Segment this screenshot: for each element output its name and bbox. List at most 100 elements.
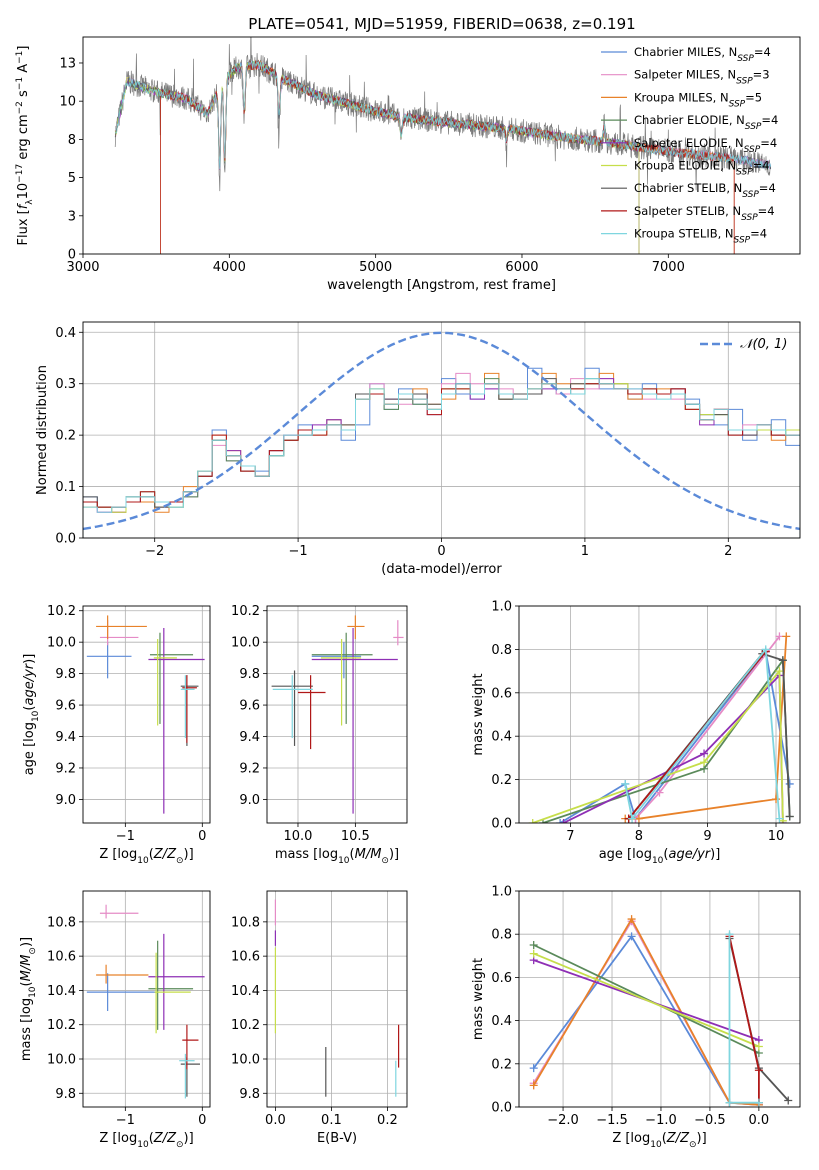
series-line [532, 668, 784, 823]
label-part: ⊙ [176, 1140, 184, 1150]
point-kroupa-elodie [153, 639, 177, 726]
legend-label: Chabrier ELODIE, NSSP=4 [634, 113, 778, 132]
series-marker [634, 814, 643, 823]
y-tick-label: 10.6 [47, 950, 76, 965]
label-part: SSP [742, 190, 759, 200]
legend-nssp-value: 4 [770, 136, 777, 150]
label-part: SSP [741, 213, 758, 223]
label-part: erg cm [16, 114, 31, 163]
legend-nssp-value: 3 [762, 68, 769, 82]
label-part: 10 [28, 986, 38, 998]
label-part: −2 [15, 101, 25, 114]
point-salpeter-stelib [182, 675, 197, 743]
label-part: wavelength [Angstrom, rest frame] [327, 278, 556, 293]
series-marker [784, 1096, 793, 1105]
label-part: −1 [15, 77, 25, 90]
series-marker [754, 1098, 763, 1107]
label-part: = [753, 68, 763, 82]
series-line [624, 647, 781, 821]
x-tick-label: 7000 [652, 260, 685, 275]
label-part: Flux [ [16, 209, 31, 245]
y-axis-label: mass weight [471, 673, 486, 755]
y-axis-label: age [log10(age/yr)] [22, 654, 41, 776]
series-marker [775, 667, 784, 676]
legend-nssp-value: 4 [771, 113, 778, 127]
y-tick-label: 1.0 [491, 885, 512, 900]
series-marker [782, 632, 791, 641]
x-tick-label: 7 [566, 829, 574, 844]
y-tick-label: 10 [59, 95, 76, 110]
label-part: Normed distribution [35, 365, 50, 495]
x-tick-label: −1.5 [596, 1113, 628, 1128]
series-marker [785, 812, 794, 821]
label-part: 10 [338, 856, 350, 866]
label-part: age/yr [668, 847, 711, 862]
label-part: = [760, 136, 770, 150]
point-salpeter-miles [99, 904, 139, 919]
x-tick-label: 0 [198, 829, 206, 844]
chart-age_vs_mass: 10.0 10.5 9.0 9.2 9.4 9.6 9.8 10.0 10.2 mass [log… [231, 604, 408, 866]
legend-series-name: Chabrier ELODIE [634, 113, 729, 127]
grid [267, 891, 407, 1107]
legend-label: Kroupa STELIB, NSSP=4 [634, 227, 767, 246]
y-axis-label: Normed distribution [35, 365, 50, 495]
legend-label: Salpeter ELODIE, NSSP=4 [634, 136, 777, 155]
x-tick-label: 6000 [505, 260, 538, 275]
label-part: SSP [729, 99, 746, 109]
axes-frame [82, 321, 801, 539]
series-kroupa-stelib [725, 930, 763, 1107]
y-tick-label: 10.2 [231, 604, 260, 619]
x-tick-label: 0.1 [321, 1113, 342, 1128]
axes-frame [82, 36, 801, 255]
axes-frame [82, 605, 211, 824]
label-part: −1 [15, 51, 25, 64]
label-part: , N [720, 68, 736, 82]
y-tick-label: 9.4 [55, 730, 76, 745]
y-tick-label: 10.2 [231, 1018, 260, 1033]
label-part: Z/Z [153, 1131, 177, 1146]
y-tick-label: 9.0 [55, 793, 76, 808]
y-tick-label: 0.2 [491, 1057, 512, 1072]
y-tick-label: 10.0 [47, 1053, 76, 1068]
x-tick-label: −0.5 [694, 1113, 726, 1128]
y-tick-label: 9.8 [55, 1087, 76, 1102]
label-part: ⊙ [689, 1140, 697, 1150]
ticks: −2 −1 0 1 2 0.0 0.1 0.2 0.3 0.4 [55, 326, 732, 559]
x-tick-label: 0.2 [377, 1113, 398, 1128]
point-salpeter-elodie [148, 933, 205, 1030]
label-part: = [745, 90, 755, 104]
series-marker [556, 819, 565, 823]
plot-area [86, 615, 205, 814]
legend-series-name: Kroupa STELIB [634, 227, 718, 241]
legend-label: Kroupa ELODIE, NSSP=4 [634, 159, 770, 178]
plot-area [83, 331, 800, 538]
label-part: SSP [734, 236, 751, 246]
x-tick-label: −1 [116, 1113, 135, 1128]
label-part: ( [19, 981, 34, 986]
point-kroupa-stelib [180, 675, 195, 739]
y-axis-label: Flux [fλ10−17 erg cm−2 s−1 A−1] [15, 46, 35, 246]
chart-massweight_vs_Z: −2.0 −1.5 −1.0 −0.5 0.0 0.0 0.2 0.4 0.6 0.8 1.0 Z [… [471, 885, 801, 1150]
x-tick-label: 1 [581, 544, 589, 559]
label-part: , N [713, 90, 729, 104]
label-part: SSP [737, 54, 754, 64]
x-axis-label: (data-model)/error [381, 562, 502, 577]
label-part: ] [16, 46, 31, 51]
series-marker [627, 915, 636, 924]
point-chabrier-miles [86, 973, 157, 1011]
label-part: M/M [19, 955, 34, 982]
y-tick-label: 8 [68, 133, 76, 148]
y-axis-label: mass weight [471, 958, 486, 1040]
axes-frame [518, 890, 801, 1108]
y-tick-label: 10.0 [47, 636, 76, 651]
x-tick-label: 10 [768, 829, 785, 844]
y-tick-label: 0.0 [55, 532, 76, 547]
label-part: age [log [22, 722, 37, 775]
y-tick-label: 9.6 [239, 699, 260, 714]
ticks: 0.0 0.1 0.2 9.8 10.0 10.2 10.4 10.6 10.8 [231, 915, 398, 1128]
label-part: )] [184, 847, 194, 862]
point-salpeter-stelib [297, 675, 326, 750]
y-tick-label: 10.8 [47, 915, 76, 930]
y-tick-label: 0.2 [491, 773, 512, 788]
